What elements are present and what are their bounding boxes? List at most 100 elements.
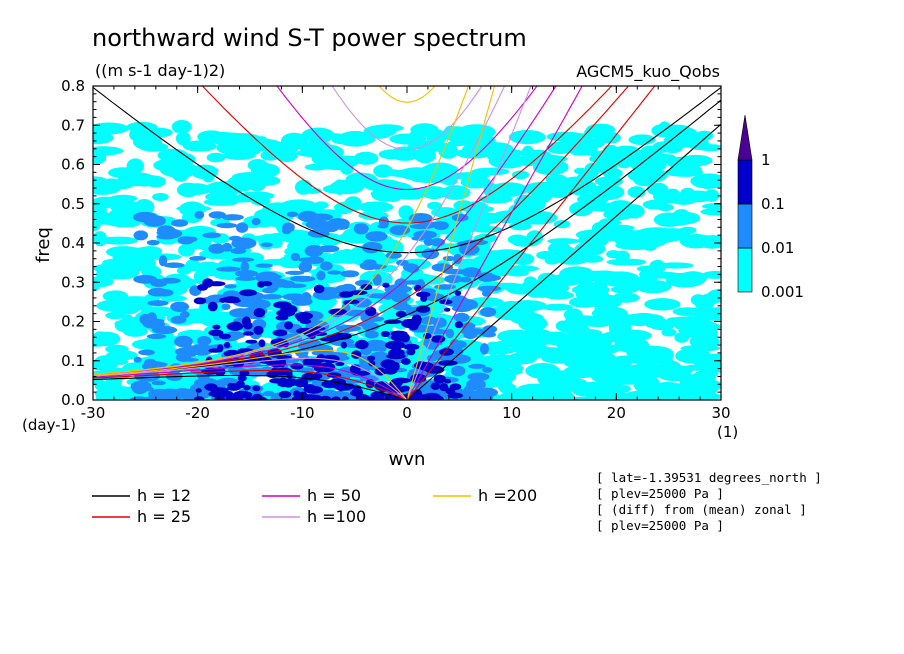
- power-patch: [258, 356, 273, 364]
- power-patch: [585, 343, 621, 355]
- power-patch: [597, 357, 632, 373]
- power-patch: [295, 132, 327, 141]
- power-patch: [318, 389, 338, 395]
- power-patch: [453, 312, 470, 323]
- power-patch: [158, 277, 181, 284]
- power-patch: [239, 289, 257, 297]
- power-patch: [316, 270, 326, 281]
- power-patch: [98, 236, 139, 245]
- power-patch: [507, 234, 527, 245]
- power-patch: [170, 219, 189, 227]
- power-patch: [138, 349, 155, 356]
- power-patch: [135, 175, 166, 187]
- power-patch: [133, 274, 158, 284]
- power-patch: [676, 391, 717, 400]
- power-patch: [185, 259, 200, 271]
- power-patch: [378, 216, 390, 229]
- legend-label: h =100: [307, 507, 366, 526]
- power-patch: [431, 335, 446, 343]
- mrg-curve: [93, 86, 630, 376]
- power-patch: [282, 227, 292, 235]
- power-patch: [657, 262, 694, 269]
- power-patch: [633, 173, 656, 187]
- power-patch: [544, 275, 572, 284]
- power-patch: [672, 307, 702, 316]
- kelvin-curve: [406, 86, 583, 400]
- gravity-curve: [378, 86, 436, 103]
- power-patch: [457, 392, 480, 399]
- power-patch: [646, 271, 683, 279]
- power-patch: [308, 219, 331, 231]
- power-patch: [644, 298, 681, 311]
- power-patch: [297, 396, 314, 400]
- rossby-curve: [93, 374, 408, 400]
- power-patch: [93, 122, 129, 135]
- power-patch: [143, 345, 179, 359]
- power-patch: [411, 236, 426, 241]
- power-patch: [671, 383, 693, 391]
- power-patch: [171, 120, 192, 134]
- power-patch: [93, 276, 114, 288]
- power-patch: [468, 328, 485, 335]
- power-patch: [695, 130, 714, 141]
- power-patch: [438, 360, 458, 366]
- power-patch: [232, 257, 255, 262]
- power-patch: [339, 391, 351, 399]
- power-patch: [538, 330, 552, 346]
- power-patch: [388, 348, 405, 358]
- power-patch: [398, 205, 414, 220]
- power-patch: [643, 244, 657, 251]
- power-patch: [457, 124, 496, 140]
- power-patch: [322, 383, 338, 389]
- x-tick-label: 20: [607, 404, 626, 422]
- power-patch: [615, 337, 641, 353]
- power-patch: [367, 355, 376, 361]
- power-patch: [478, 195, 513, 204]
- power-patch: [416, 291, 431, 298]
- power-patch: [97, 265, 123, 278]
- power-patch: [261, 281, 273, 287]
- power-patch: [382, 291, 394, 300]
- power-patch: [366, 395, 386, 400]
- power-patch: [628, 134, 656, 145]
- power-patch: [365, 306, 377, 317]
- power-patch: [256, 162, 275, 178]
- power-patch: [358, 201, 394, 213]
- power-patch: [359, 375, 380, 382]
- y-axis-label: freq: [33, 227, 54, 263]
- power-patch: [700, 208, 721, 216]
- chart-title: northward wind S-T power spectrum: [92, 24, 527, 52]
- gravity-curve: [201, 86, 613, 224]
- power-patch: [363, 125, 387, 137]
- power-patch: [171, 167, 190, 182]
- power-patch: [174, 335, 193, 348]
- power-patch: [451, 213, 469, 222]
- power-patch: [235, 380, 245, 389]
- power-patch: [170, 315, 187, 324]
- power-patch: [477, 285, 502, 292]
- power-patch: [102, 290, 129, 302]
- mrg-curve: [93, 86, 506, 376]
- power-patch: [430, 382, 441, 391]
- power-patch: [674, 320, 711, 332]
- power-patch: [332, 332, 352, 340]
- power-patch: [576, 172, 594, 185]
- power-patch: [235, 276, 257, 281]
- power-patch: [616, 238, 636, 249]
- power-patch: [215, 390, 234, 398]
- power-patch: [335, 361, 345, 367]
- power-patch: [204, 383, 218, 391]
- gravity-curve: [93, 86, 721, 254]
- x-tick-label: 30: [711, 404, 730, 422]
- power-patch: [365, 231, 388, 242]
- power-patch: [444, 307, 451, 312]
- power-patch: [485, 341, 500, 356]
- power-patch: [276, 309, 295, 317]
- info-line: [ (diff) from (mean) zonal ]: [596, 502, 807, 517]
- power-patch: [158, 255, 168, 267]
- power-patch: [576, 193, 609, 206]
- power-patch: [516, 206, 541, 221]
- power-patch: [372, 273, 382, 286]
- power-patch: [368, 360, 376, 367]
- power-patch: [272, 329, 288, 337]
